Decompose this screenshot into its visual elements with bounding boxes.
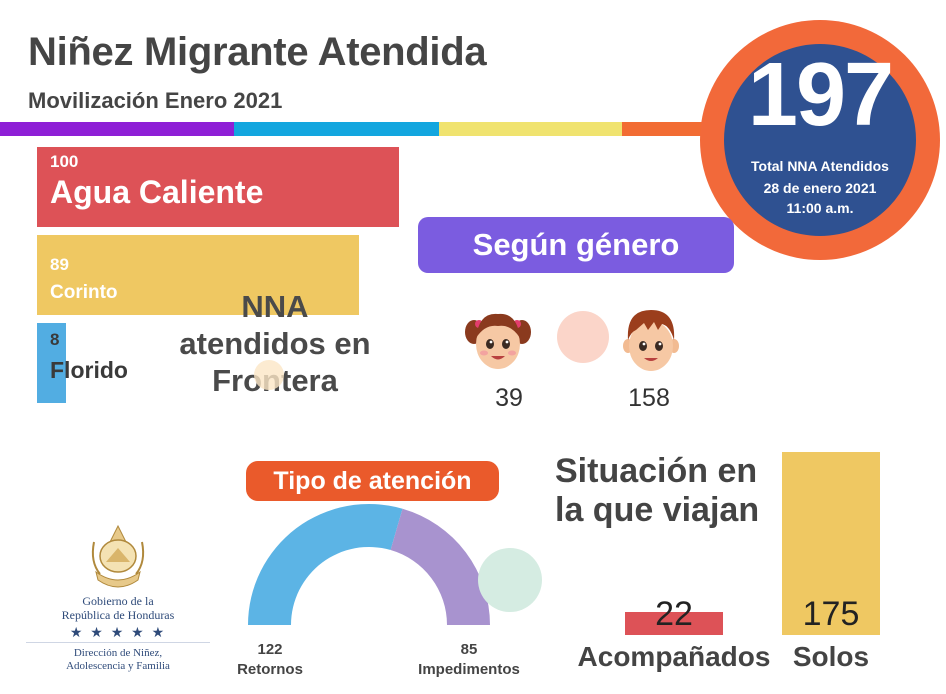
- donut-segment: [390, 508, 490, 625]
- tipo-donut: [248, 504, 490, 625]
- donut-label-impedimentos: 85 Impedimentos: [408, 640, 530, 679]
- total-date: 28 de enero 2021: [763, 180, 877, 196]
- page-subtitle: Movilización Enero 2021: [28, 88, 283, 113]
- total-ring: 197 Total NNA Atendidos 28 de enero 2021…: [700, 20, 940, 260]
- donut-category: Retornos: [237, 660, 303, 678]
- gender-value-female: 39: [495, 384, 523, 412]
- situacion-bar-value: 175: [802, 595, 860, 633]
- gender-value-male: 158: [628, 384, 670, 412]
- color-strip-segment: [622, 122, 720, 136]
- government-logo: Gobierno de la República de Honduras ★ ★…: [14, 520, 222, 692]
- total-center: 197 Total NNA Atendidos 28 de enero 2021…: [724, 44, 916, 236]
- girl-face-icon: [465, 313, 531, 369]
- logo-line-1: Gobierno de la: [82, 594, 154, 608]
- logo-divider: [26, 642, 210, 643]
- logo-line-4: Adolescencia y Familia: [66, 660, 170, 672]
- situacion-bar-label: Solos: [792, 641, 870, 672]
- logo-line-3: Dirección de Niñez,: [73, 647, 163, 659]
- situacion-bar: [625, 611, 723, 635]
- donut-segment: [248, 504, 403, 625]
- color-strip: [0, 122, 720, 136]
- frontera-bar: [37, 235, 360, 315]
- color-strip-segment: [234, 122, 439, 136]
- tipo-title: Tipo de atención: [246, 461, 499, 501]
- frontera-bar-label: Agua Caliente: [50, 174, 264, 210]
- frontera-chart: 100 Agua Caliente 89 Corinto 8 Florido: [0, 140, 400, 410]
- frontera-bar-label: Corinto: [50, 282, 118, 303]
- logo-stars: ★ ★ ★ ★ ★: [69, 624, 167, 640]
- situacion-bar-label: Acompañados: [577, 641, 771, 672]
- frontera-bar-label: Florido: [50, 357, 128, 383]
- donut-value: 85: [460, 641, 478, 658]
- frontera-bar-value: 8: [50, 330, 60, 349]
- logo-line-2: República de Honduras: [61, 608, 175, 622]
- frontera-bar: [37, 147, 399, 227]
- honduras-coat-of-arms-icon: [91, 524, 145, 588]
- color-strip-segment: [439, 122, 622, 136]
- total-time: 11:00 a.m.: [786, 200, 854, 216]
- genero-title: Según género: [418, 217, 734, 273]
- situacion-bar-value: 22: [655, 595, 693, 633]
- donut-value: 122: [257, 641, 283, 658]
- frontera-bar-value: 89: [50, 255, 69, 274]
- color-strip-segment: [0, 122, 234, 136]
- donut-category: Impedimentos: [418, 660, 520, 678]
- situacion-chart: 22 Acompañados 175 Solos: [560, 440, 890, 690]
- total-label: Total NNA Atendidos: [751, 158, 889, 174]
- total-number: 197: [747, 45, 894, 145]
- donut-label-retornos: 122 Retornos: [222, 640, 318, 679]
- situacion-bar: [782, 452, 880, 635]
- boy-face-icon: [623, 310, 679, 371]
- decorative-dot: [254, 360, 284, 390]
- page-title: Niñez Migrante Atendida: [28, 30, 487, 74]
- frontera-bar-value: 100: [50, 152, 79, 171]
- situacion-title: Situación en la que viajan: [555, 452, 760, 529]
- decorative-dot: [478, 548, 542, 612]
- decorative-dot: [557, 311, 609, 363]
- frontera-bar: [37, 323, 66, 403]
